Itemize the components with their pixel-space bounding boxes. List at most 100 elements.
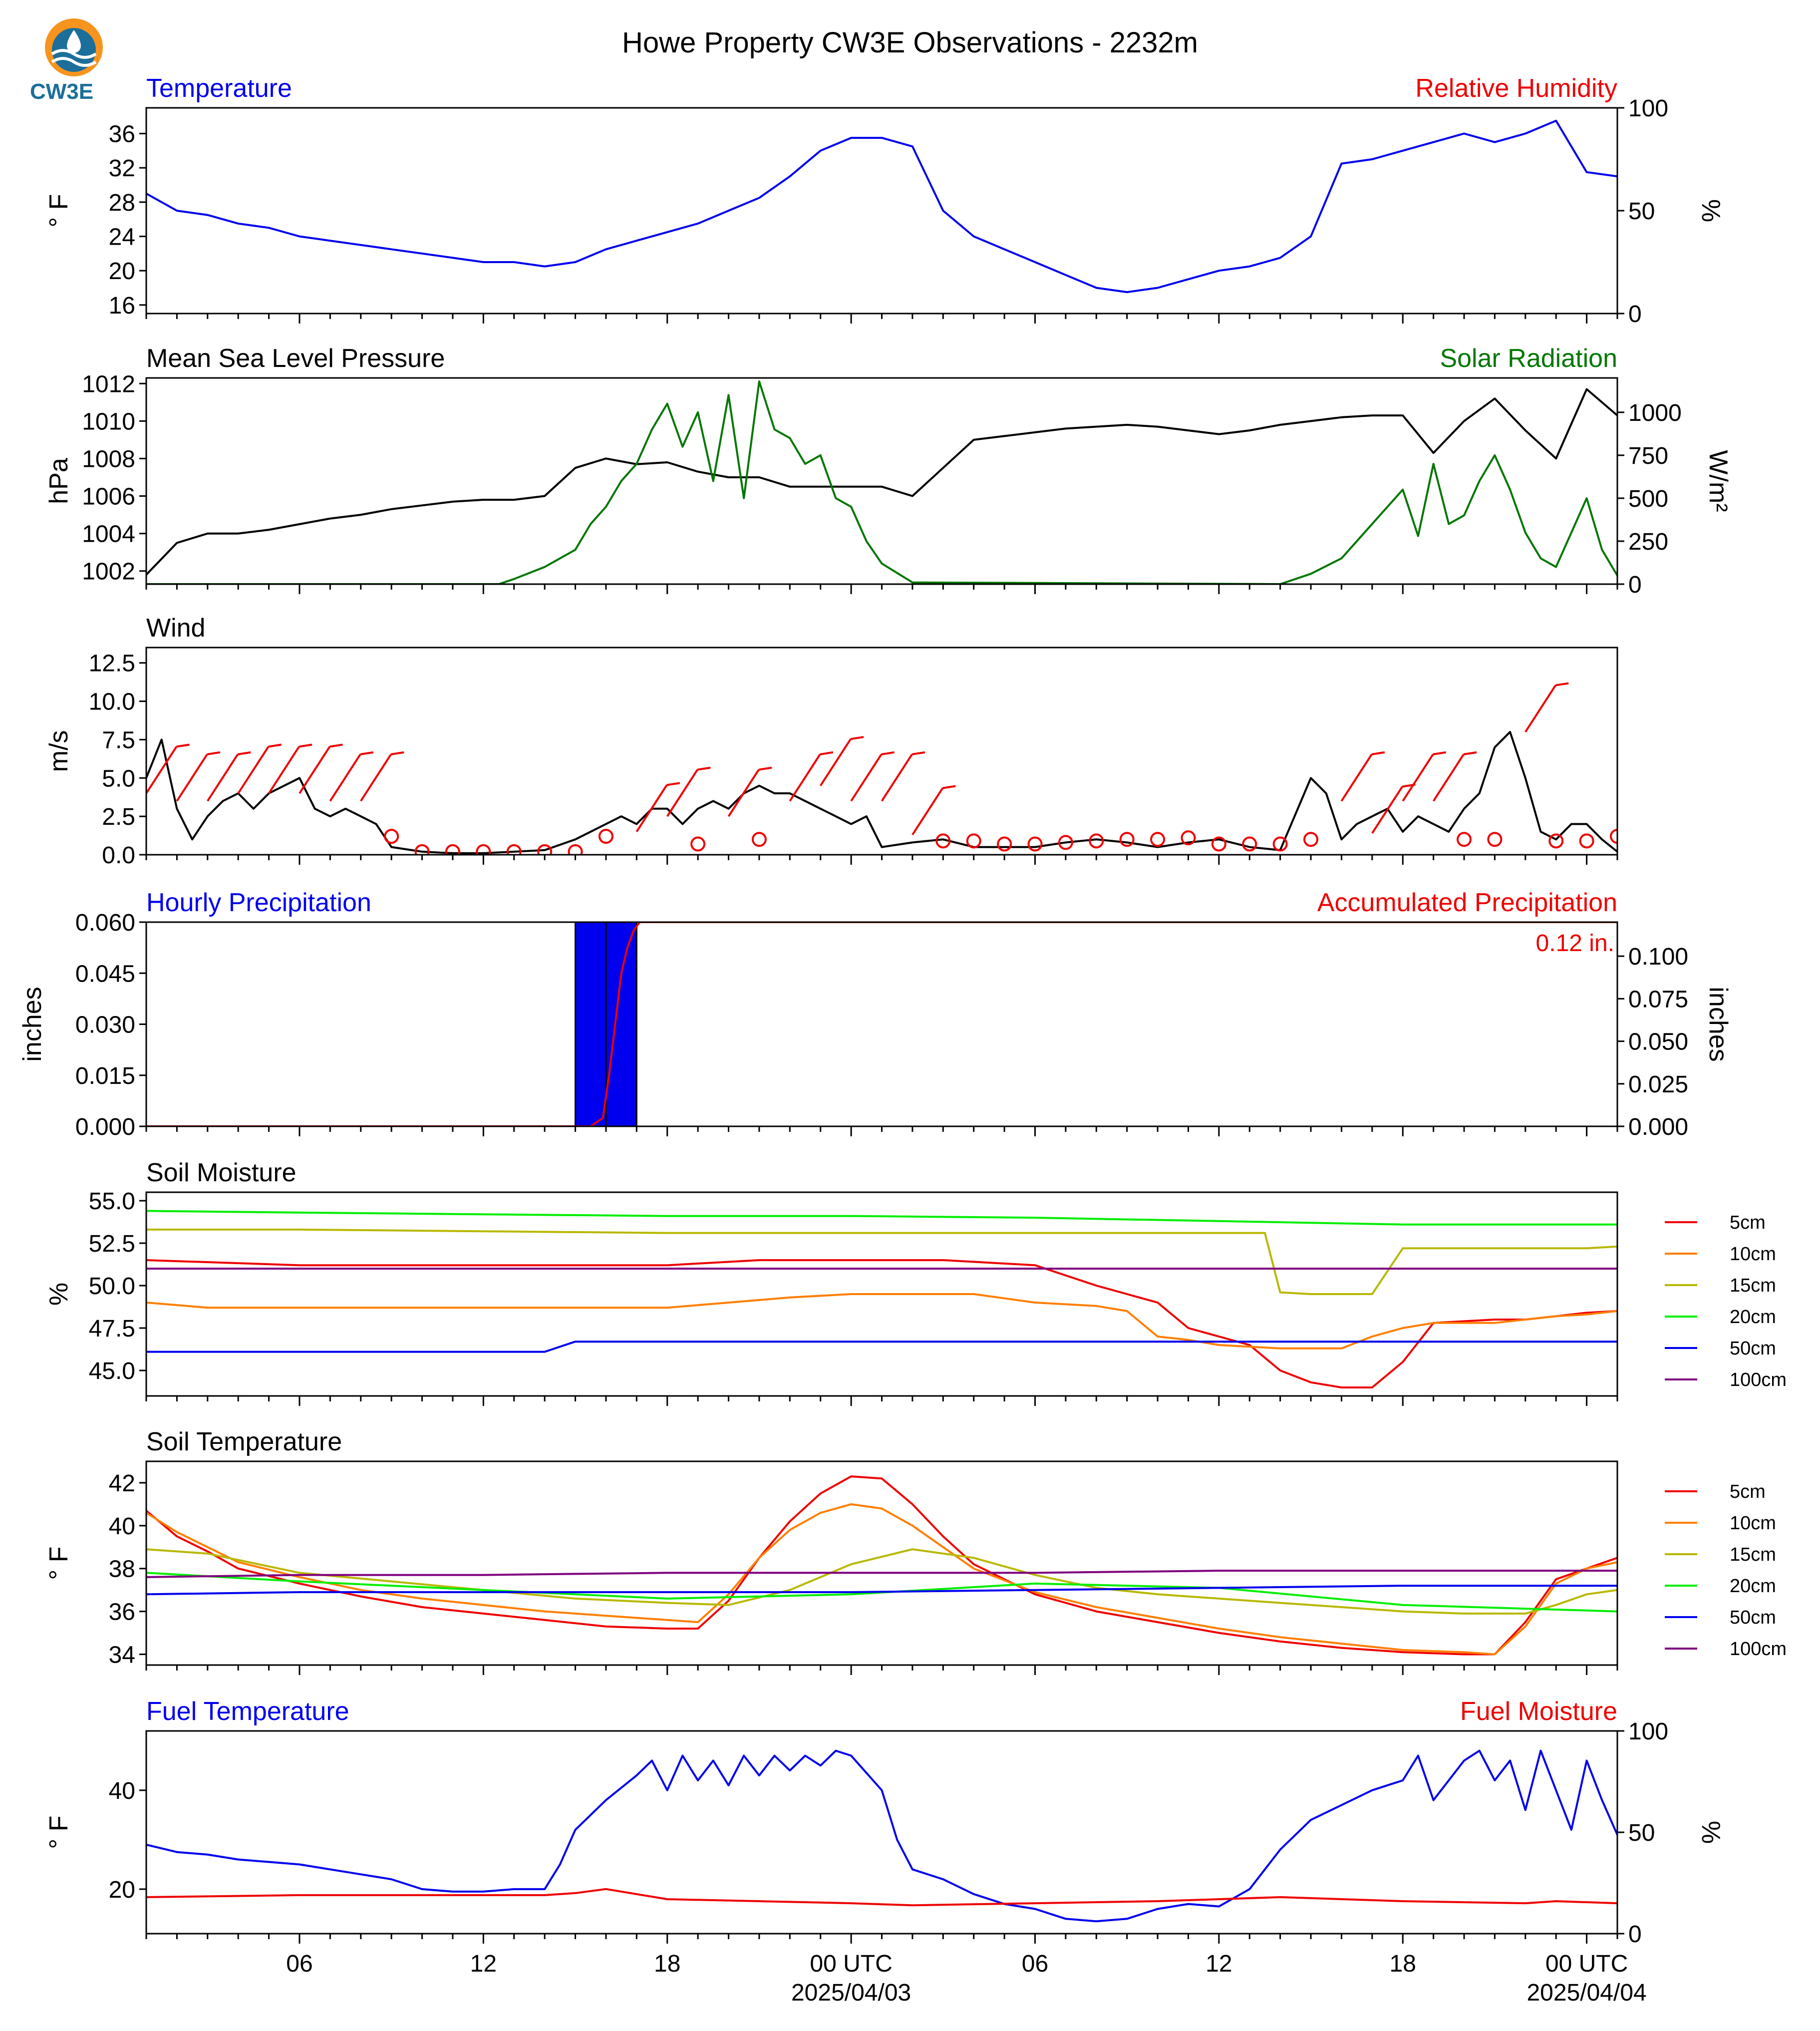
y-tick-label-left: 38 xyxy=(109,1556,135,1583)
wind-calm-circle xyxy=(935,833,951,849)
y-axis-label-left: ° F xyxy=(44,1546,73,1580)
wind-calm-circle xyxy=(1058,835,1073,850)
y-tick-label-right: 1000 xyxy=(1628,400,1682,426)
y-tick-label-left: 28 xyxy=(109,190,135,216)
chart-panels: Temperature Relative Humidity 16 20 24 28 32 36… xyxy=(18,74,1787,2006)
legend-label: 5cm xyxy=(1730,1481,1766,1502)
y-tick-label-left: 40 xyxy=(109,1513,135,1540)
y-tick-label-left: 1012 xyxy=(82,371,135,397)
panel-data xyxy=(146,1475,1617,1656)
y-tick-label-right: 0.025 xyxy=(1628,1071,1688,1098)
wind-barb-staff xyxy=(1340,753,1373,802)
legend-label: 20cm xyxy=(1730,1576,1776,1597)
wind-calm-circle xyxy=(1119,832,1135,847)
y-tick-label-right: 750 xyxy=(1628,443,1668,469)
y-axis-label-right: inches xyxy=(1704,987,1733,1061)
y-tick-label-left: 52.5 xyxy=(89,1231,135,1257)
panel-title-right: Solar Radiation xyxy=(1440,344,1617,373)
legend-label: 50cm xyxy=(1730,1607,1776,1628)
accumulated-total-label: 0.12 in. xyxy=(1536,930,1614,957)
panel-4: Hourly Precipitation Accumulated Precipit… xyxy=(18,888,1733,1140)
panel-frame xyxy=(145,377,1618,585)
y-tick-label-left: 32 xyxy=(109,155,135,182)
panel-title-left: Fuel Temperature xyxy=(146,1697,349,1726)
series-line-50cm xyxy=(146,1341,1617,1353)
wind-barb-flag xyxy=(758,766,772,771)
wind-barb-staff xyxy=(666,769,698,817)
wind-calm-circle xyxy=(1579,833,1594,849)
y-tick-label-right: 0.075 xyxy=(1628,986,1688,1013)
series-line-10cm xyxy=(146,1293,1617,1350)
wind-barb-staff xyxy=(789,753,821,802)
y-tick-label-right: 0 xyxy=(1628,301,1642,328)
wind-barb-staff xyxy=(146,746,178,794)
wind-calm-circle xyxy=(690,836,706,852)
wind-barb-staff xyxy=(1371,786,1404,834)
y-tick-label-left: 20 xyxy=(109,1877,135,1903)
wind-barb-staff xyxy=(911,787,944,836)
y-axis-label-left: % xyxy=(44,1283,73,1306)
y-tick-label-left: 40 xyxy=(109,1778,135,1804)
wind-barb-flag xyxy=(1433,751,1447,755)
y-tick-label-left: 24 xyxy=(109,224,135,251)
legend-label: 10cm xyxy=(1730,1244,1776,1265)
y-tick-label-left: 0.000 xyxy=(75,1114,135,1140)
wind-calm-circle xyxy=(445,844,460,855)
wind-calm-circle xyxy=(1181,830,1196,846)
y-axis-label-right: % xyxy=(1696,1821,1725,1844)
wind-barb-staff xyxy=(360,753,392,802)
legend-label: 15cm xyxy=(1730,1275,1776,1296)
precip-bar xyxy=(605,922,637,1126)
wind-calm-circle xyxy=(751,832,767,847)
y-tick-label-left: 7.5 xyxy=(102,727,135,753)
y-tick-label-left: 1010 xyxy=(82,408,135,435)
y-tick-label-left: 0.045 xyxy=(75,961,135,987)
wind-barb-flag xyxy=(881,751,895,755)
x-date-label: 2025/04/04 xyxy=(1526,1980,1646,2006)
panel-7: Fuel Temperature Fuel Moisture 20 40 0 50 100 °… xyxy=(44,1697,1725,2006)
y-tick-label-left: 16 xyxy=(109,293,135,319)
y-tick-label-left: 47.5 xyxy=(89,1316,135,1342)
wind-calm-circle xyxy=(384,829,399,844)
series-line-right-1 xyxy=(146,1888,1617,1907)
y-tick-label-left: 0.0 xyxy=(102,842,135,869)
y-tick-label-right: 50 xyxy=(1628,1820,1655,1846)
wind-barb-staff xyxy=(820,738,852,786)
series-line-5cm xyxy=(146,1475,1617,1656)
series-line-left-0 xyxy=(146,1749,1617,1923)
y-axis-label-left: ° F xyxy=(44,194,73,227)
wind-barb-staff xyxy=(268,746,300,794)
wind-calm-circle xyxy=(1242,836,1257,852)
panel-frame xyxy=(145,1730,1618,1935)
wind-calm-circle xyxy=(1457,832,1472,847)
wind-barb-staff xyxy=(1402,753,1434,802)
precip-bar xyxy=(575,922,607,1126)
page-title: Howe Property CW3E Observations - 2232m xyxy=(622,26,1198,59)
wind-calm-circle xyxy=(476,844,491,855)
wind-barb-staff xyxy=(237,746,270,794)
panel-frame xyxy=(145,1191,1618,1397)
series-line-left-0 xyxy=(146,388,1617,576)
y-axis-label-right: % xyxy=(1696,199,1725,222)
wind-barb-flag xyxy=(942,785,956,789)
x-tick-label: 06 xyxy=(1022,1951,1048,1977)
legend-label: 10cm xyxy=(1730,1513,1776,1534)
legend-label: 15cm xyxy=(1730,1544,1776,1565)
y-tick-label-left: 1002 xyxy=(82,559,135,585)
wind-barb-flag xyxy=(666,782,680,786)
x-tick-label: 00 UTC xyxy=(810,1951,892,1977)
panel-data xyxy=(146,1210,1617,1388)
legend-label: 20cm xyxy=(1730,1307,1776,1328)
y-axis-label-left: ° F xyxy=(44,1815,73,1849)
wind-barb-flag xyxy=(176,743,190,748)
y-tick-label-left: 0.060 xyxy=(75,910,135,936)
wind-barb-flag xyxy=(850,736,864,740)
wind-calm-circle xyxy=(1548,833,1564,849)
y-axis-label-left: m/s xyxy=(44,730,73,772)
panel-frame xyxy=(145,647,1618,856)
wind-barb-flag xyxy=(390,751,404,755)
panel-5: Soil Moisture 45.0 47.5 50.0 52.5 55.0% 5cm 10c… xyxy=(44,1158,1787,1406)
wind-barb-staff xyxy=(1432,753,1465,802)
wind-barb-staff xyxy=(1524,684,1556,733)
